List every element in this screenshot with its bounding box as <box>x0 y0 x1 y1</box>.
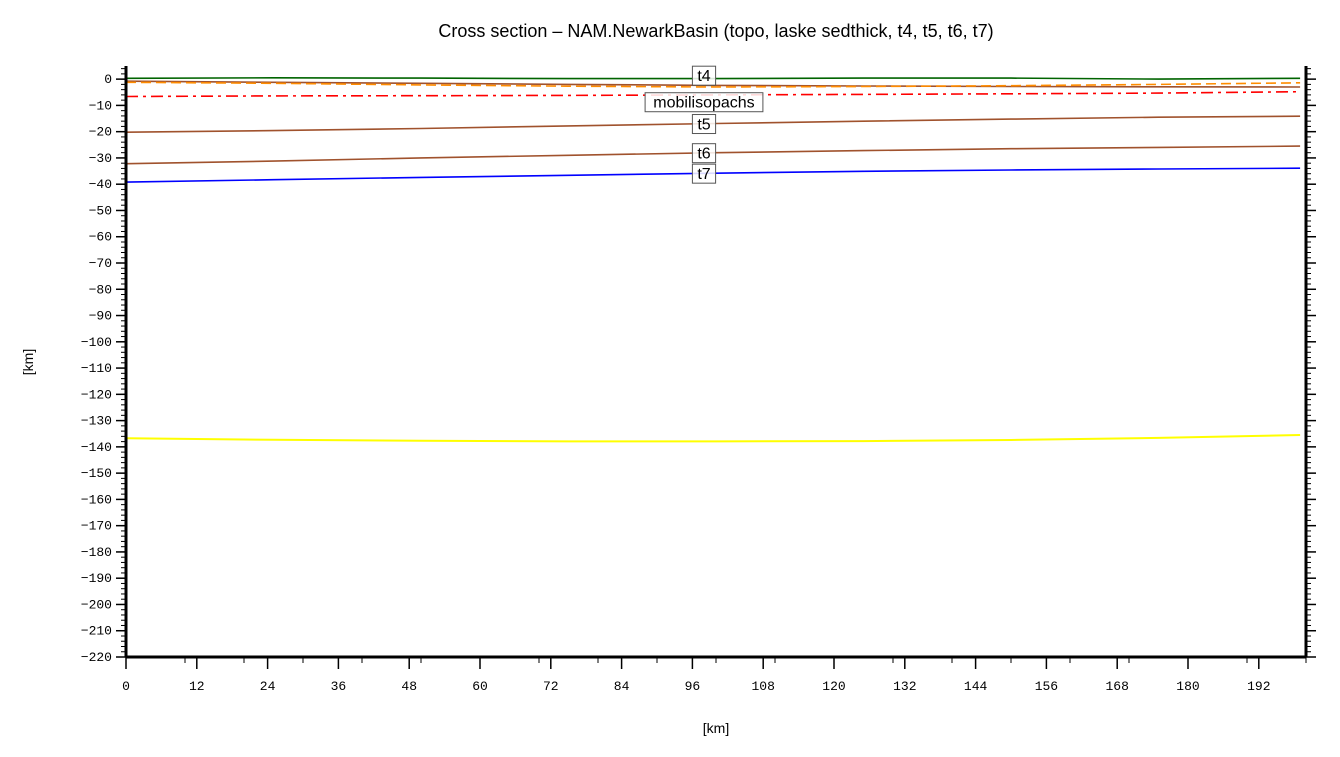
curve-label-box <box>644 92 764 113</box>
curve-label-box <box>691 143 717 164</box>
x-tick-label: 168 <box>1105 679 1128 694</box>
y-tick-label: −20 <box>89 125 112 140</box>
series-line-7 <box>125 434 1301 443</box>
y-tick-label: −10 <box>89 98 112 113</box>
x-tick-label: 36 <box>331 679 347 694</box>
y-tick-label: −170 <box>81 519 112 534</box>
y-tick-label: −190 <box>81 571 112 586</box>
y-tick-label: −30 <box>89 151 112 166</box>
x-tick-label: 48 <box>401 679 417 694</box>
y-tick-label: −150 <box>81 466 112 481</box>
y-tick-label: −90 <box>89 309 112 324</box>
curve-label-box <box>691 114 717 135</box>
y-tick-label: −80 <box>89 282 112 297</box>
y-tick-label: −130 <box>81 414 112 429</box>
chart-title: Cross section – NAM.NewarkBasin (topo, l… <box>438 21 993 41</box>
x-tick-label: 120 <box>822 679 845 694</box>
y-tick-label: −160 <box>81 492 112 507</box>
curve-label-text: t5 <box>697 117 710 134</box>
y-tick-label: −60 <box>89 230 112 245</box>
y-tick-label: −40 <box>89 177 112 192</box>
curve-label-t5: t5 <box>691 114 717 135</box>
curve-label-t7: t7 <box>691 163 717 184</box>
y-tick-label: −180 <box>81 545 112 560</box>
y-tick-label: −100 <box>81 335 112 350</box>
x-axis-label: [km] <box>703 720 729 736</box>
x-tick-label: 156 <box>1035 679 1058 694</box>
curve-label-box <box>691 65 717 86</box>
x-tick-label: 72 <box>543 679 559 694</box>
y-tick-label: −50 <box>89 203 112 218</box>
y-tick-label: −220 <box>81 650 112 665</box>
x-tick-label: 192 <box>1247 679 1270 694</box>
y-tick-label: −210 <box>81 624 112 639</box>
series-layer <box>125 77 1301 443</box>
y-tick-label: −110 <box>81 361 112 376</box>
x-tick-label: 108 <box>751 679 774 694</box>
x-tick-label: 180 <box>1176 679 1199 694</box>
x-tick-label: 96 <box>685 679 701 694</box>
y-axis-label: [km] <box>20 349 36 375</box>
curve-label-mobilisopachs: mobilisopachs <box>644 92 764 113</box>
x-tick-label: 132 <box>893 679 916 694</box>
y-tick-label: −70 <box>89 256 112 271</box>
curve-label-text: t7 <box>697 166 710 183</box>
curve-label-box <box>691 163 717 184</box>
x-tick-label: 0 <box>122 679 130 694</box>
curve-labels: t4 mobilisopachs t5 t6 t7 <box>644 65 764 184</box>
series-line-3 <box>125 90 1301 98</box>
x-tick-label: 60 <box>472 679 488 694</box>
series-line-2 <box>125 81 1301 88</box>
x-tick-label: 24 <box>260 679 276 694</box>
curve-label-t6: t6 <box>691 143 717 164</box>
curve-label-text: t6 <box>697 146 710 163</box>
y-tick-label: −120 <box>81 387 112 402</box>
y-tick-label: 0 <box>104 72 112 87</box>
y-tick-label: −140 <box>81 440 112 455</box>
x-tick-label: 84 <box>614 679 630 694</box>
x-tick-label: 12 <box>189 679 205 694</box>
y-tick-label: −200 <box>81 597 112 612</box>
curve-label-text: mobilisopachs <box>653 95 754 112</box>
axes-layer: 0 −10 −20 −30 −40 −50 −60 −70 −80 −90 −100 −110 −120… <box>81 66 1316 694</box>
curve-label-t4: t4 <box>691 65 717 86</box>
curve-label-text: t4 <box>697 68 710 85</box>
x-tick-label: 144 <box>964 679 988 694</box>
